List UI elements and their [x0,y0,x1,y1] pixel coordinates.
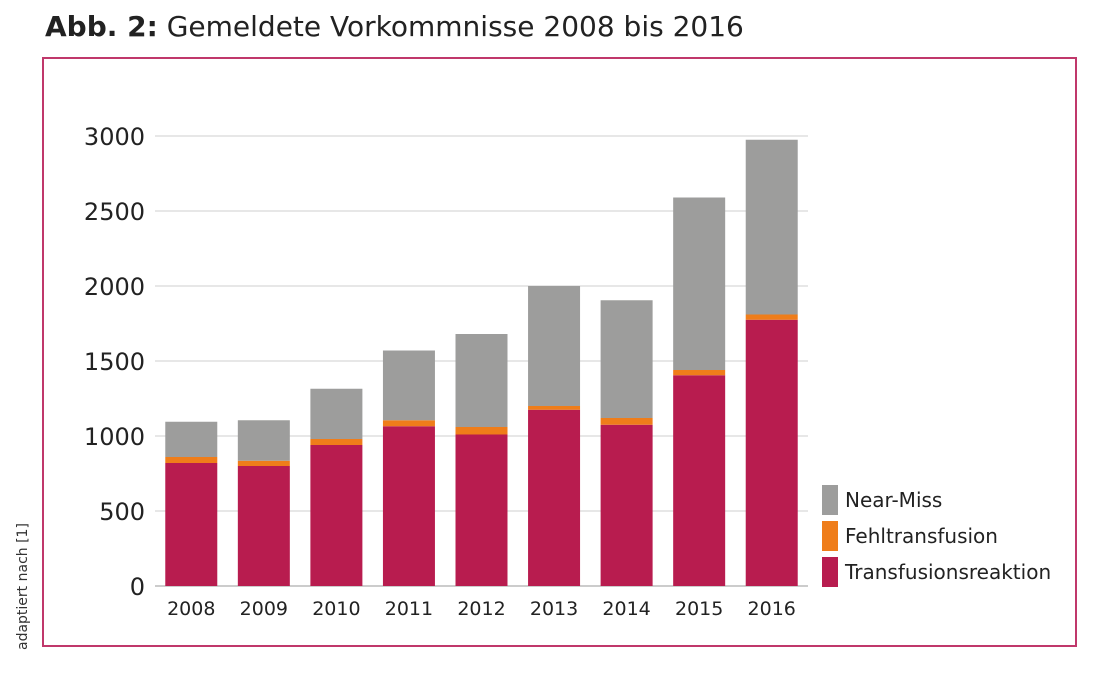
bar-transfusionsreaktion [237,466,290,586]
bar-transfusionsreaktion [673,375,726,586]
bar-fehltransfusion [455,427,508,435]
bar-fehltransfusion [165,457,218,463]
bar-transfusionsreaktion [528,409,581,586]
legend-label: Fehltransfusion [845,524,998,548]
y-tick-label: 2000 [84,273,145,301]
x-tick-label: 2016 [748,598,796,620]
bar-transfusionsreaktion [165,463,218,586]
bar-fehltransfusion [600,418,653,425]
y-tick-label: 500 [99,498,145,526]
bar-fehltransfusion [382,420,435,427]
x-tick-label: 2012 [457,598,505,620]
legend-swatch-near-miss [822,485,838,515]
bar-fehltransfusion [237,460,290,466]
y-tick-label: 0 [130,573,145,601]
x-tick-label: 2008 [167,598,215,620]
bar-near-miss [165,421,218,457]
y-tick-label: 3000 [84,123,145,151]
bar-near-miss [745,139,798,315]
bar-transfusionsreaktion [310,445,363,586]
source-note: adaptiert nach [1] [15,523,31,650]
x-tick-label: 2013 [530,598,578,620]
y-tick-label: 2500 [84,198,145,226]
bar-fehltransfusion [528,406,581,410]
x-tick-label: 2015 [675,598,723,620]
legend-label: Transfusionsreaktion [844,560,1051,584]
bar-fehltransfusion [310,439,363,445]
bar-near-miss [455,334,508,427]
bar-near-miss [528,286,581,406]
x-tick-label: 2010 [312,598,360,620]
bar-transfusionsreaktion [382,426,435,586]
figure-label: Abb. 2: [45,10,158,43]
figure-title: Abb. 2: Gemeldete Vorkommnisse 2008 bis … [45,10,744,43]
y-tick-label: 1000 [84,423,145,451]
legend-swatch-fehltransfusion [822,521,838,551]
legend-label: Near-Miss [845,488,942,512]
bar-near-miss [673,197,726,370]
bar-fehltransfusion [673,370,726,376]
bar-near-miss [237,420,290,461]
bar-transfusionsreaktion [455,434,508,586]
y-tick-label: 1500 [84,348,145,376]
x-tick-label: 2014 [602,598,650,620]
bar-transfusionsreaktion [600,424,653,586]
x-tick-label: 2011 [385,598,433,620]
bar-transfusionsreaktion [745,319,798,586]
bar-near-miss [310,388,363,439]
legend-swatch-transfusionsreaktion [822,557,838,587]
chart-frame [42,57,1077,647]
bar-near-miss [382,350,435,421]
x-tick-label: 2009 [240,598,288,620]
bar-fehltransfusion [745,314,798,320]
bar-near-miss [600,300,653,418]
figure-caption: Gemeldete Vorkommnisse 2008 bis 2016 [157,10,744,43]
